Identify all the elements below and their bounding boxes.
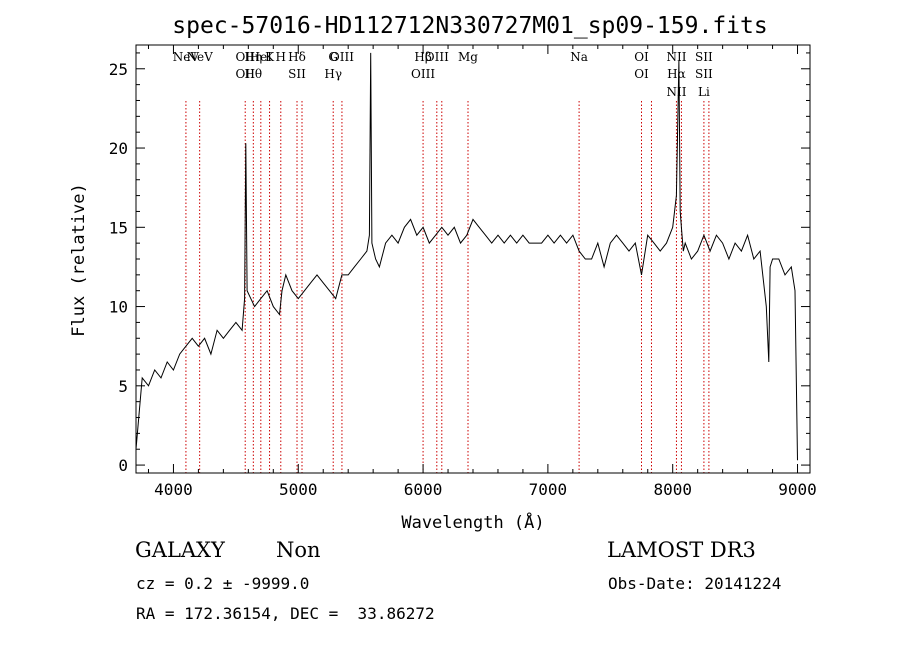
line-label: SII	[288, 67, 306, 81]
spectrum-line	[135, 52, 798, 461]
x-axis: 4000 5000 6000 7000 8000 9000	[147, 45, 817, 499]
line-label: SII	[695, 50, 713, 64]
line-label: OIII	[425, 50, 449, 64]
y-tick-label: 5	[118, 377, 128, 396]
line-label: HeI	[250, 50, 273, 64]
line-label: OIII	[411, 67, 435, 81]
obs-date-text: Obs-Date: 20141224	[608, 574, 782, 593]
line-label: Li	[698, 85, 710, 99]
y-tick-label: 0	[118, 456, 128, 475]
chart-title: spec-57016-HD112712N330727M01_sp09-159.f…	[172, 13, 767, 39]
x-tick-label: 7000	[529, 480, 568, 499]
x-tick-label: 8000	[653, 480, 692, 499]
x-axis-label: Wavelength (Å)	[401, 511, 544, 533]
line-label: OIII	[330, 50, 354, 64]
line-label: Na	[570, 50, 588, 64]
line-label: OII	[236, 67, 256, 81]
line-label: NeV	[187, 50, 214, 64]
line-label: Hβ	[414, 50, 431, 64]
line-label: Hδ	[288, 50, 306, 64]
line-label: K	[265, 50, 275, 64]
line-label: NII	[666, 50, 686, 64]
line-label: Hα	[667, 67, 686, 81]
x-tick-label: 4000	[154, 480, 193, 499]
y-tick-label: 10	[109, 298, 128, 317]
line-label: OI	[634, 67, 649, 81]
class-label: GALAXY	[135, 538, 225, 562]
y-tick-label: 20	[109, 139, 128, 158]
y-tick-label: 25	[109, 60, 128, 79]
y-tick-label: 15	[109, 218, 128, 237]
line-label: NII	[666, 85, 686, 99]
line-label: OI	[634, 50, 649, 64]
line-label: Hθ	[244, 67, 262, 81]
line-label: H	[276, 50, 286, 64]
survey-label: LAMOST DR3	[607, 538, 756, 562]
line-label: SII	[695, 67, 713, 81]
line-label: Hγ	[324, 67, 342, 81]
line-label: OII	[236, 50, 256, 64]
redshift-text: cz = 0.2 ± -9999.0	[136, 574, 310, 593]
x-tick-label: 6000	[404, 480, 443, 499]
y-axis: 0 5 10 15 20 25	[109, 52, 810, 475]
line-label: G	[328, 50, 338, 64]
subclass-label: Non	[276, 538, 321, 562]
x-tick-label: 9000	[778, 480, 817, 499]
line-label: Hη	[244, 50, 262, 64]
x-tick-label: 5000	[279, 480, 318, 499]
line-marker-group	[185, 101, 710, 473]
coordinates-text: RA = 172.36154, DEC = 33.86272	[136, 604, 435, 623]
line-label: Mg	[458, 50, 478, 64]
y-axis-label: Flux (relative)	[69, 183, 89, 337]
line-label: NeV	[173, 50, 200, 64]
